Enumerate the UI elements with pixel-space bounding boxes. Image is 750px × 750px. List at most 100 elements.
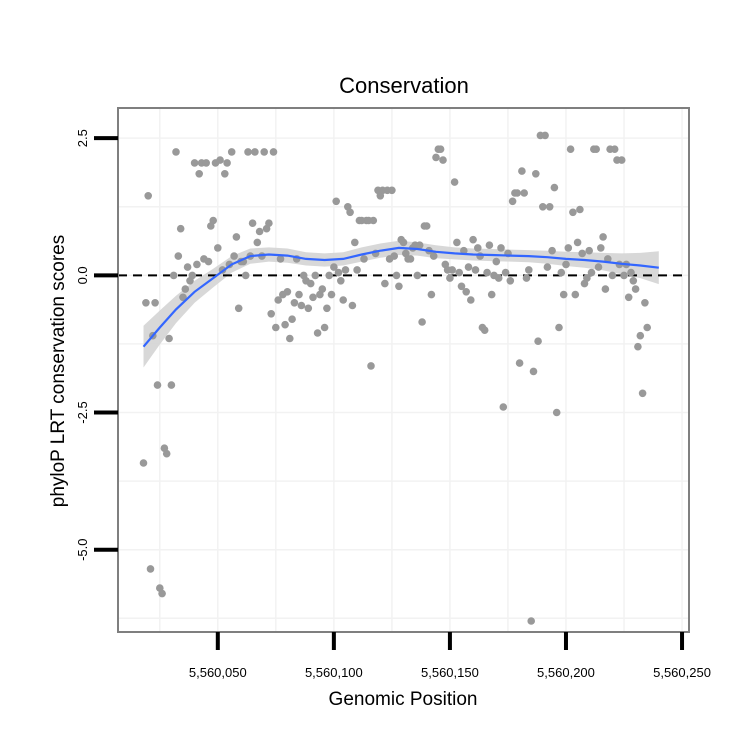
data-point bbox=[617, 156, 626, 164]
data-point bbox=[286, 334, 294, 343]
confidence-band bbox=[143, 240, 659, 368]
data-point bbox=[330, 263, 338, 271]
data-point bbox=[436, 145, 445, 153]
data-point bbox=[223, 159, 231, 167]
data-point bbox=[450, 178, 459, 186]
data-point bbox=[559, 290, 568, 299]
data-point bbox=[527, 617, 535, 625]
data-point bbox=[251, 148, 259, 156]
data-point bbox=[153, 381, 162, 389]
data-point bbox=[583, 274, 591, 282]
data-point bbox=[169, 271, 178, 280]
data-point bbox=[573, 238, 582, 247]
data-point bbox=[388, 186, 396, 195]
data-point bbox=[311, 271, 320, 280]
data-point bbox=[578, 249, 586, 258]
data-point bbox=[313, 329, 322, 337]
data-point bbox=[601, 285, 610, 293]
data-point bbox=[418, 318, 426, 326]
panel-border bbox=[117, 107, 690, 633]
y-tick-label: 0.0 bbox=[75, 266, 90, 284]
x-tick-label: 5,560,200 bbox=[537, 665, 595, 680]
data-point bbox=[193, 260, 201, 269]
x-axis: 5,560,050 5,560,100 5,560,150 5,560,200 5,56… bbox=[189, 632, 711, 680]
data-point bbox=[541, 131, 549, 140]
data-point bbox=[260, 148, 269, 156]
y-tick-label: 2.5 bbox=[75, 129, 90, 147]
data-point bbox=[545, 203, 554, 211]
smooth-trend-line bbox=[142, 246, 659, 348]
data-point bbox=[339, 296, 348, 304]
data-point bbox=[539, 203, 547, 211]
data-point bbox=[487, 290, 496, 299]
data-point bbox=[453, 238, 461, 247]
data-point bbox=[587, 268, 596, 277]
data-point bbox=[392, 271, 401, 280]
data-point bbox=[534, 337, 542, 346]
data-point bbox=[467, 296, 475, 304]
data-point bbox=[446, 274, 454, 282]
data-point bbox=[543, 263, 552, 271]
data-point bbox=[288, 315, 296, 324]
data-point bbox=[381, 279, 389, 288]
data-point bbox=[395, 282, 403, 291]
grid bbox=[118, 108, 689, 632]
data-point bbox=[550, 183, 559, 192]
data-point bbox=[295, 290, 303, 299]
y-tick-label: -5.0 bbox=[75, 538, 90, 560]
data-point bbox=[341, 266, 350, 274]
data-point bbox=[399, 238, 408, 247]
data-point bbox=[460, 246, 468, 255]
data-point bbox=[439, 156, 447, 164]
data-point bbox=[429, 252, 438, 260]
data-point bbox=[320, 323, 329, 332]
data-point bbox=[351, 238, 359, 247]
data-point bbox=[508, 197, 517, 206]
data-point bbox=[413, 271, 422, 280]
data-point bbox=[360, 255, 368, 263]
data-point bbox=[367, 362, 375, 370]
data-point bbox=[427, 290, 436, 299]
data-point bbox=[474, 244, 482, 252]
data-point bbox=[158, 589, 166, 598]
data-point bbox=[290, 299, 299, 307]
data-point bbox=[348, 301, 357, 310]
data-point bbox=[202, 159, 210, 167]
data-point bbox=[255, 227, 264, 236]
data-point bbox=[594, 263, 603, 271]
data-point bbox=[265, 219, 273, 227]
data-point bbox=[276, 255, 285, 263]
data-point bbox=[144, 192, 152, 200]
data-point bbox=[151, 299, 159, 307]
x-axis-title: Genomic Position bbox=[329, 689, 478, 710]
y-tick-label: -2.5 bbox=[75, 401, 90, 423]
data-point bbox=[499, 403, 508, 411]
data-point bbox=[599, 233, 607, 241]
data-point bbox=[172, 148, 180, 156]
data-point bbox=[230, 252, 238, 260]
data-point bbox=[518, 167, 526, 175]
data-point bbox=[497, 244, 505, 252]
data-point bbox=[480, 326, 489, 335]
data-point bbox=[253, 238, 262, 247]
data-point bbox=[306, 279, 315, 288]
data-point bbox=[267, 310, 276, 318]
data-point bbox=[604, 255, 612, 263]
data-point bbox=[552, 408, 561, 417]
data-point bbox=[566, 145, 575, 153]
data-point bbox=[232, 233, 241, 241]
data-point bbox=[532, 170, 540, 178]
data-point bbox=[608, 271, 617, 280]
x-tick-label: 5,560,050 bbox=[189, 665, 247, 680]
data-point bbox=[643, 323, 651, 332]
data-point bbox=[248, 219, 257, 227]
data-point bbox=[471, 266, 480, 274]
data-point bbox=[457, 282, 466, 291]
data-point bbox=[283, 288, 292, 296]
data-point bbox=[241, 271, 250, 280]
data-point bbox=[209, 216, 217, 225]
data-point bbox=[162, 449, 171, 458]
data-point bbox=[190, 159, 199, 167]
data-point bbox=[346, 208, 354, 217]
